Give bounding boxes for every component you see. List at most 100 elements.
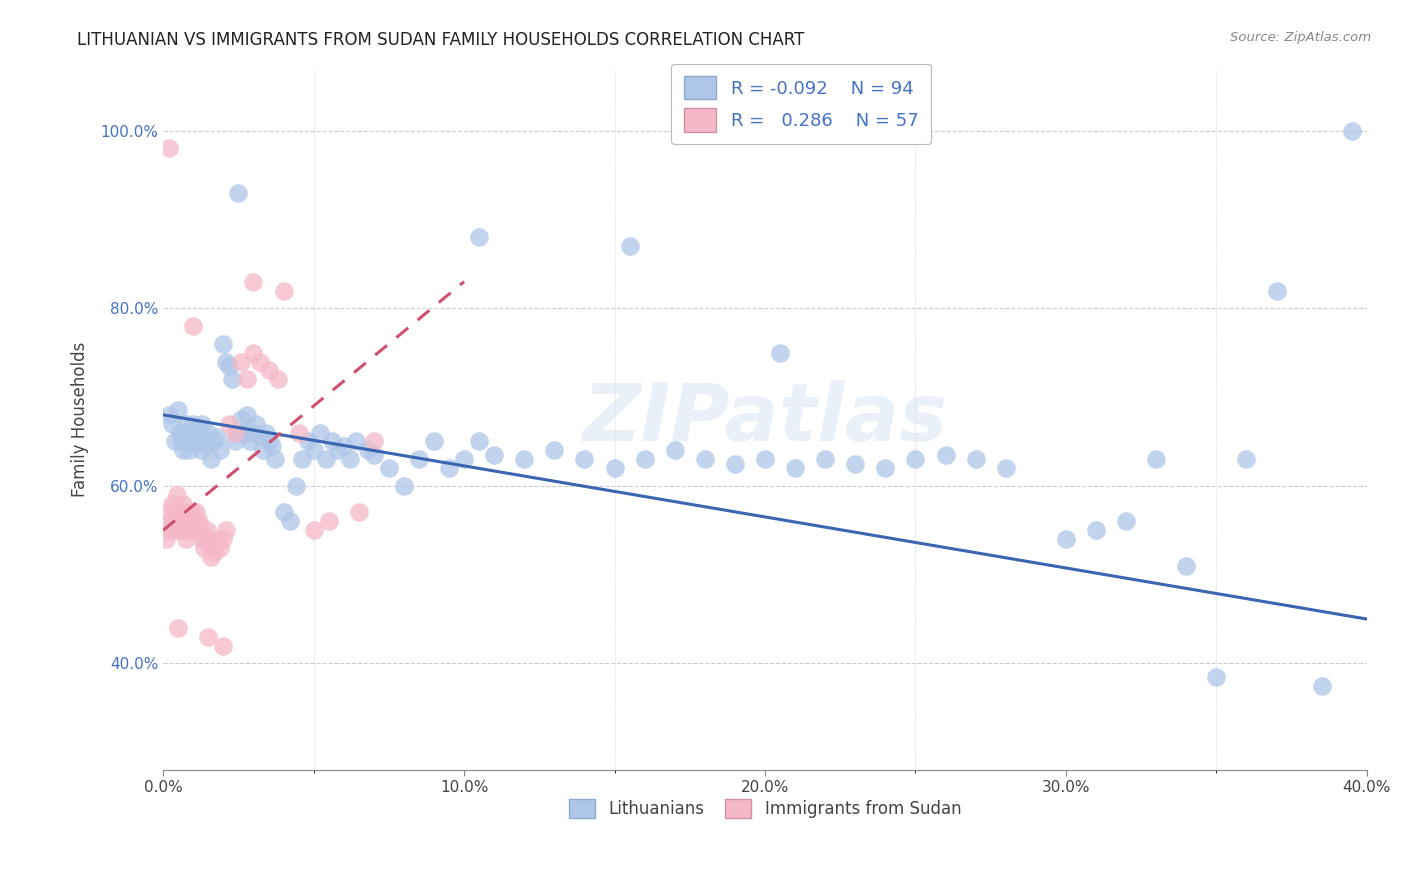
- Point: [212, 336, 235, 351]
- Point: [191, 532, 214, 546]
- Point: [1265, 284, 1288, 298]
- Point: [194, 532, 217, 546]
- Point: [162, 417, 184, 431]
- Point: [180, 434, 202, 449]
- Point: [188, 514, 211, 528]
- Point: [221, 372, 243, 386]
- Point: [357, 443, 380, 458]
- Text: LITHUANIAN VS IMMIGRANTS FROM SUDAN FAMILY HOUSEHOLDS CORRELATION CHART: LITHUANIAN VS IMMIGRANTS FROM SUDAN FAMI…: [77, 31, 804, 49]
- Point: [184, 430, 207, 444]
- Point: [202, 545, 225, 559]
- Point: [363, 434, 385, 449]
- Point: [170, 514, 193, 528]
- Point: [173, 425, 195, 440]
- Point: [177, 443, 200, 458]
- Point: [200, 549, 222, 564]
- Legend: Lithuanians, Immigrants from Sudan: Lithuanians, Immigrants from Sudan: [562, 793, 967, 825]
- Point: [249, 354, 271, 368]
- Point: [228, 425, 250, 440]
- Point: [193, 434, 215, 449]
- Point: [191, 417, 214, 431]
- Point: [174, 532, 197, 546]
- Point: [1310, 679, 1333, 693]
- Point: [157, 141, 180, 155]
- Point: [965, 452, 987, 467]
- Point: [195, 523, 218, 537]
- Point: [769, 345, 792, 359]
- Point: [176, 417, 198, 431]
- Point: [172, 497, 194, 511]
- Point: [173, 523, 195, 537]
- Point: [543, 443, 565, 458]
- Point: [339, 452, 361, 467]
- Point: [218, 417, 240, 431]
- Point: [302, 443, 325, 458]
- Point: [453, 452, 475, 467]
- Point: [169, 425, 191, 440]
- Point: [197, 532, 219, 546]
- Point: [321, 434, 343, 449]
- Point: [574, 452, 596, 467]
- Point: [177, 514, 200, 528]
- Point: [200, 452, 222, 467]
- Point: [785, 461, 807, 475]
- Point: [224, 425, 246, 440]
- Point: [284, 479, 307, 493]
- Point: [315, 452, 337, 467]
- Point: [252, 443, 274, 458]
- Point: [468, 230, 491, 244]
- Point: [212, 532, 235, 546]
- Point: [155, 532, 177, 546]
- Point: [186, 506, 208, 520]
- Point: [218, 359, 240, 373]
- Point: [1144, 452, 1167, 467]
- Point: [664, 443, 686, 458]
- Point: [844, 457, 866, 471]
- Point: [170, 434, 193, 449]
- Point: [513, 452, 536, 467]
- Point: [172, 443, 194, 458]
- Point: [179, 425, 201, 440]
- Point: [224, 434, 246, 449]
- Point: [184, 523, 207, 537]
- Point: [187, 434, 209, 449]
- Point: [215, 354, 238, 368]
- Point: [378, 461, 401, 475]
- Point: [187, 518, 209, 533]
- Point: [174, 434, 197, 449]
- Point: [344, 434, 367, 449]
- Point: [239, 434, 262, 449]
- Point: [347, 506, 370, 520]
- Point: [231, 412, 253, 426]
- Point: [363, 448, 385, 462]
- Point: [231, 354, 253, 368]
- Point: [236, 372, 259, 386]
- Point: [159, 514, 181, 528]
- Point: [1085, 523, 1108, 537]
- Point: [236, 408, 259, 422]
- Point: [693, 452, 716, 467]
- Point: [162, 497, 184, 511]
- Point: [875, 461, 897, 475]
- Point: [197, 425, 219, 440]
- Point: [754, 452, 776, 467]
- Point: [165, 506, 187, 520]
- Point: [1115, 514, 1137, 528]
- Point: [209, 443, 232, 458]
- Point: [263, 452, 285, 467]
- Point: [157, 506, 180, 520]
- Point: [302, 523, 325, 537]
- Point: [724, 457, 747, 471]
- Point: [291, 452, 314, 467]
- Point: [207, 532, 229, 546]
- Point: [228, 186, 250, 200]
- Point: [166, 488, 188, 502]
- Point: [423, 434, 446, 449]
- Point: [260, 439, 283, 453]
- Point: [197, 630, 219, 644]
- Point: [179, 523, 201, 537]
- Point: [1340, 123, 1362, 137]
- Point: [242, 345, 264, 359]
- Point: [273, 284, 295, 298]
- Point: [169, 506, 191, 520]
